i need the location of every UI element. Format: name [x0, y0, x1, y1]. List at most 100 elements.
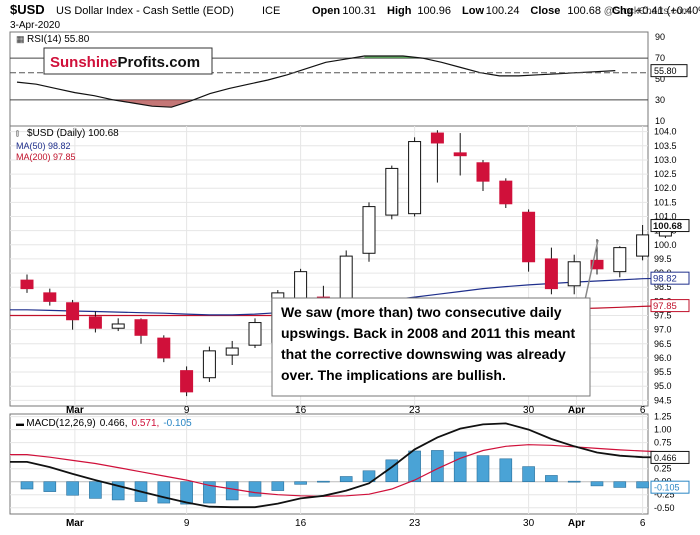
- macd-hist-bar: [66, 481, 79, 496]
- macd-x-label: Apr: [568, 518, 585, 529]
- candle: [88, 311, 102, 333]
- candle-body-down: [544, 258, 558, 290]
- price-tick: 102.0: [654, 183, 677, 193]
- watermark: @StockCharts.com: [604, 6, 690, 17]
- price-x-label: 9: [184, 405, 190, 416]
- signal-legend-value: 0.571,: [132, 418, 160, 429]
- price-tick: 103.0: [654, 155, 677, 165]
- candle: [111, 318, 125, 332]
- candle: [225, 340, 239, 365]
- candle-body-down: [134, 319, 148, 336]
- candle-body-down: [43, 292, 57, 302]
- candle-body-down: [476, 162, 490, 182]
- macd-hist-bar: [20, 481, 34, 490]
- macd-legend-value: 0.466,: [100, 418, 128, 429]
- candle: [567, 254, 581, 295]
- candle-body-up: [339, 255, 353, 302]
- ohlc-value-2: 100.24: [486, 5, 520, 17]
- annotation-line-2: upswings. Back in 2008 and 2011 this mea…: [281, 325, 575, 341]
- macd-x-label: 9: [184, 518, 190, 529]
- candle-body-up: [636, 234, 650, 257]
- macd-hist-bar: [271, 481, 285, 491]
- candles: [20, 130, 672, 397]
- candle: [362, 202, 376, 262]
- brand-part-2: Profits.com: [118, 54, 201, 71]
- candle: [430, 130, 444, 183]
- macd-tick: -0.25: [654, 490, 675, 500]
- candle-body-up: [385, 167, 399, 216]
- macd-hist-bar: [476, 455, 490, 483]
- price-tick: 99.5: [654, 254, 672, 264]
- candle-body-down: [453, 152, 467, 157]
- ohlc-readout: Open 100.31 High 100.96 Low 100.24 Close 100.68…: [312, 5, 700, 17]
- candle-body-down: [590, 259, 604, 270]
- price-legend-text: $USD (Daily) 100.68: [27, 128, 119, 139]
- annotation-box: We saw (more than) two consecutive daily…: [271, 239, 599, 397]
- macd-hist-bar: [248, 481, 262, 497]
- price-x-axis: Mar 9 16 23 30 Apr 6: [66, 405, 646, 416]
- macd-hist-bar: [408, 450, 421, 483]
- annotation-line-4: over. The implications are bullish.: [281, 367, 506, 383]
- price-x-label: Mar: [66, 405, 84, 416]
- rsi-legend-text: RSI(14) 55.80: [27, 34, 90, 45]
- rsi-tick: 10: [655, 116, 665, 126]
- rsi-panel: 10 30 50 70 90 ▦ RSI(14) 55.80 55.80 Sunshin…: [9, 31, 688, 127]
- rsi-legend: ▦ RSI(14) 55.80: [16, 34, 90, 45]
- macd-hist-bar: [89, 481, 102, 499]
- price-tick: 103.5: [654, 141, 677, 151]
- macd-label-box: [650, 450, 690, 464]
- macd-hist-bar: [499, 458, 513, 483]
- price-tick: 95.0: [654, 381, 672, 391]
- candle-body-up: [225, 347, 239, 356]
- macd-hist-bar: [362, 470, 376, 483]
- price-x-label: 6: [640, 405, 646, 416]
- macd-label-value: -0.105: [654, 483, 680, 493]
- candle: [499, 178, 513, 209]
- price-label-box: [650, 299, 690, 313]
- candle-body-up: [248, 322, 262, 346]
- brand-part-1: Sunshine: [50, 54, 118, 71]
- macd-legend-marker: ▬: [16, 419, 26, 428]
- macd-tick: 1.00: [654, 425, 672, 435]
- macd-tick: 0.75: [654, 438, 672, 448]
- macd-hist-bar: [317, 480, 330, 483]
- macd-x-label: 16: [295, 518, 307, 529]
- ohlc-value-1: 100.96: [417, 5, 451, 17]
- candle: [157, 335, 171, 363]
- ohlc-label-2: Low: [462, 5, 484, 17]
- macd-legend: ▬ MACD(12,26,9) 0.466, 0.571, -0.105: [16, 418, 192, 429]
- candle-body-down: [522, 211, 536, 263]
- price-tick: 104.0: [654, 127, 677, 137]
- macd-x-label: 30: [523, 518, 535, 529]
- rsi-axis: 10 30 50 70 90: [655, 32, 665, 126]
- price-axis: 94.595.095.596.096.597.097.598.098.599.0…: [654, 127, 677, 406]
- candle: [544, 247, 558, 295]
- price-tick: 96.5: [654, 339, 672, 349]
- macd-hist-bar: [157, 481, 171, 504]
- candle: [453, 133, 467, 176]
- macd-x-label: 23: [409, 518, 421, 529]
- price-x-label: 23: [409, 405, 421, 416]
- ohlc-label-3: Close: [530, 5, 560, 17]
- macd-hist-bar: [636, 481, 649, 489]
- macd-x-label: 6: [640, 518, 646, 529]
- price-label-value: 98.82: [653, 274, 677, 285]
- macd-signal-line: [10, 444, 666, 497]
- price-tick: 95.5: [654, 367, 672, 377]
- macd-hist-bar: [522, 466, 535, 483]
- sunshine-profits-logo: SunshineProfits.com: [43, 47, 213, 75]
- candle-body-down: [20, 279, 34, 290]
- ohlc-value-4: +0.41 (+0.40%): [636, 5, 700, 17]
- macd-tick: 1.25: [654, 412, 672, 422]
- candle: [180, 366, 194, 397]
- ma50-legend: MA(50) 98.82: [16, 141, 71, 151]
- macd-legend-prefix: MACD(12,26,9): [26, 418, 95, 429]
- candle-body-up: [567, 261, 581, 287]
- candle-body-up: [613, 247, 627, 273]
- macd-label-value: 0.466: [654, 453, 677, 463]
- symbol: $USD: [10, 2, 45, 17]
- macd-x-axis: Mar 9 16 23 30 Apr 6: [66, 518, 646, 529]
- candle-body-down: [88, 316, 102, 329]
- candle-body-down: [157, 337, 171, 359]
- ohlc-label-4: Chg: [612, 5, 633, 17]
